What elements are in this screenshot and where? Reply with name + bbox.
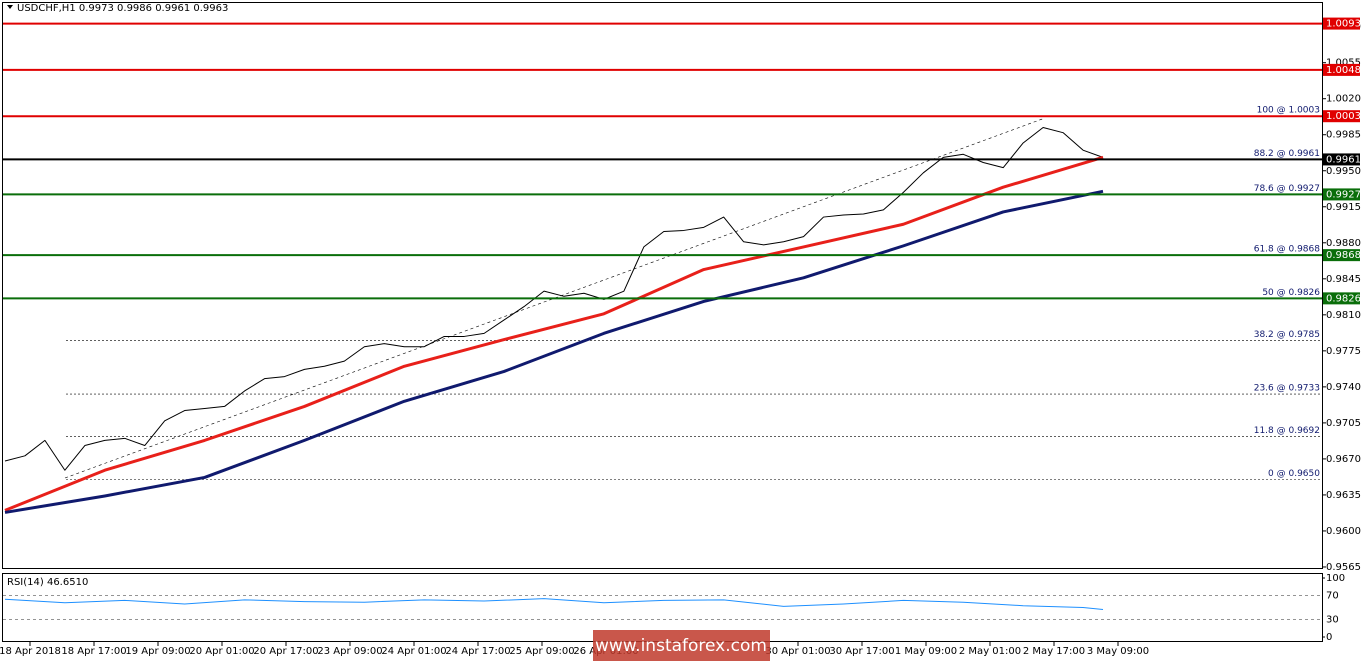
y-tick-label: 0.9705 (1326, 418, 1361, 429)
rsi-line (4, 598, 1104, 610)
rsi-tick-label: 30 (1326, 614, 1339, 625)
fib-label: 78.6 @ 0.9927 (1254, 184, 1320, 194)
fib-label: 0 @ 0.9650 (1268, 469, 1320, 479)
x-tick-label: 2 May 01:00 (959, 646, 1021, 657)
x-tick-label: 19 Apr 09:00 (125, 646, 190, 657)
y-tick-label: 0.9600 (1326, 526, 1361, 537)
y-tick-label: 0.9670 (1326, 454, 1361, 465)
y-tick-label: 0.9880 (1326, 238, 1361, 249)
watermark-box (593, 630, 770, 661)
fib-label: 38.2 @ 0.9785 (1254, 330, 1320, 340)
y-tick-label: 0.9915 (1326, 202, 1361, 213)
symbol-header: USDCHF,H1 0.9973 0.9986 0.9961 0.9963 (17, 3, 228, 14)
fib-label: 61.8 @ 0.9868 (1254, 245, 1321, 255)
price-frame (2, 2, 1323, 569)
x-tick-label: 3 May 09:00 (1087, 646, 1149, 657)
y-tick-label: 0.9565 (1326, 562, 1361, 573)
y-tick-label: 0.9740 (1326, 382, 1361, 393)
level-tag (1323, 63, 1360, 76)
x-tick-label: 24 Apr 01:00 (381, 646, 446, 657)
fib-label: 50 @ 0.9826 (1262, 288, 1320, 298)
level-label: 0.9961 (1326, 154, 1361, 165)
y-tick-label: 1.0020 (1326, 94, 1361, 105)
y-tick-label: 0.9775 (1326, 346, 1361, 357)
x-tick-label: 25 Apr 09:00 (509, 646, 574, 657)
y-tick-label: 0.9635 (1326, 490, 1361, 501)
level-tag (1323, 292, 1360, 305)
level-label: 0.9826 (1326, 293, 1361, 304)
fib-label: 100 @ 1.0003 (1257, 106, 1320, 116)
x-tick-label: 20 Apr 17:00 (253, 646, 318, 657)
y-tick-label: 0.9985 (1326, 130, 1361, 141)
y-tick-label: 1.0055 (1326, 58, 1361, 69)
menu-arrow (7, 5, 13, 9)
x-tick-label: 2 May 17:00 (1023, 646, 1085, 657)
level-label: 1.0048 (1326, 65, 1361, 76)
level-tag (1323, 110, 1360, 123)
level-tag (1323, 17, 1360, 30)
x-tick-label: 23 Apr 09:00 (317, 646, 382, 657)
rsi-tick-label: 70 (1326, 591, 1339, 602)
level-label: 0.9868 (1326, 250, 1361, 261)
level-label: 1.0093 (1326, 19, 1361, 30)
level-tag (1323, 153, 1360, 166)
series-line (4, 155, 1104, 512)
rsi-tick-label: 0 (1326, 632, 1332, 643)
x-tick-label: 1 May 09:00 (895, 646, 957, 657)
y-tick-label: 0.9810 (1326, 310, 1361, 321)
level-label: 0.9927 (1326, 189, 1361, 200)
level-label: 1.0003 (1326, 111, 1361, 122)
fib-label: 11.8 @ 0.9692 (1254, 426, 1320, 436)
x-tick-label: 30 Apr 17:00 (829, 646, 894, 657)
series-line (4, 127, 1104, 471)
y-tick-label: 0.9950 (1326, 166, 1361, 177)
y-tick-label: 0.9845 (1326, 274, 1361, 285)
rsi-tick-label: 100 (1326, 573, 1345, 584)
fib-label: 23.6 @ 0.9733 (1254, 384, 1320, 394)
fib-label: 88.2 @ 0.9961 (1254, 149, 1320, 159)
watermark: www.instaforex.com (595, 636, 767, 656)
x-tick-label: 18 Apr 17:00 (61, 646, 126, 657)
level-tag (1323, 249, 1360, 262)
x-tick-label: 18 Apr 2018 (0, 646, 61, 657)
x-tick-label: 20 Apr 01:00 (189, 646, 254, 657)
x-tick-label: 30 Apr 01:00 (765, 646, 830, 657)
level-tag (1323, 188, 1360, 201)
series-line (4, 189, 1104, 514)
x-tick-label: 24 Apr 17:00 (445, 646, 510, 657)
rsi-label: RSI(14) 46.6510 (7, 577, 88, 588)
